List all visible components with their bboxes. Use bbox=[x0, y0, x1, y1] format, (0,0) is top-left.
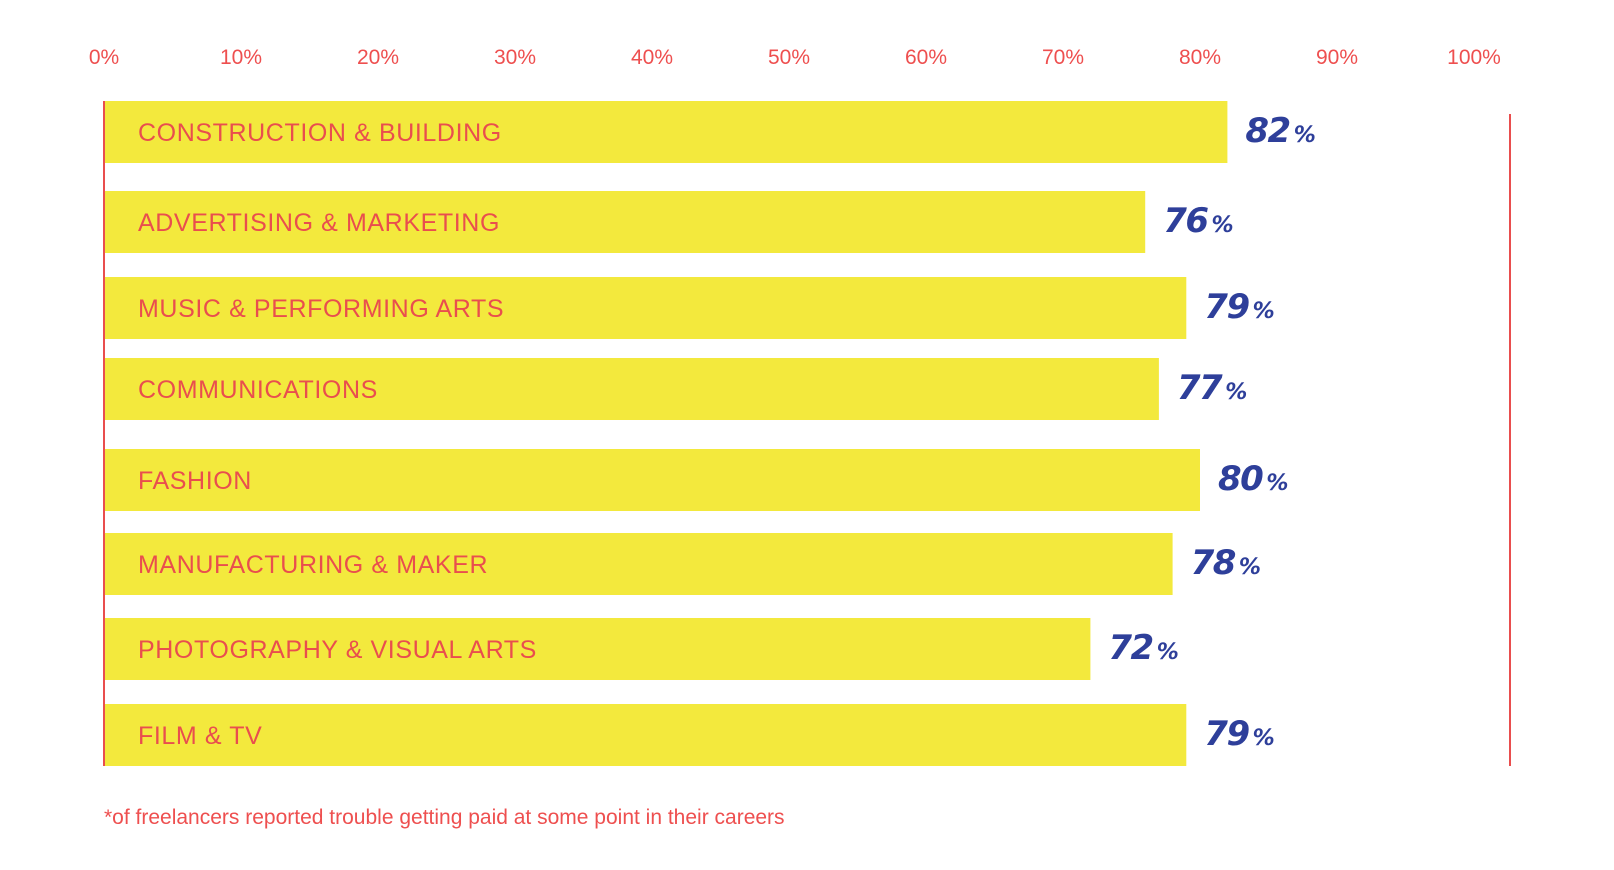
bar bbox=[104, 358, 1159, 420]
x-tick-label: 0% bbox=[89, 46, 119, 69]
category-label: FASHION bbox=[138, 467, 252, 495]
value-label: 82% bbox=[1245, 111, 1314, 151]
x-tick-label: 20% bbox=[357, 46, 399, 69]
value-label: 76% bbox=[1163, 201, 1232, 241]
bar bbox=[104, 449, 1200, 511]
category-label: CONSTRUCTION & BUILDING bbox=[138, 119, 502, 147]
category-label: ADVERTISING & MARKETING bbox=[138, 209, 500, 237]
x-tick-label: 100% bbox=[1447, 46, 1501, 69]
category-label: PHOTOGRAPHY & VISUAL ARTS bbox=[138, 636, 537, 664]
x-tick-label: 80% bbox=[1179, 46, 1221, 69]
value-label: 80% bbox=[1218, 459, 1287, 499]
value-label: 79% bbox=[1204, 714, 1273, 754]
value-label: 77% bbox=[1177, 368, 1246, 408]
bar bbox=[104, 277, 1187, 339]
value-label: 72% bbox=[1108, 628, 1177, 668]
bars: CONSTRUCTION & BUILDING 82 % ADVERTISING & … bbox=[104, 101, 1316, 766]
bar bbox=[104, 618, 1091, 680]
x-tick-label: 40% bbox=[631, 46, 673, 69]
x-tick-label: 30% bbox=[494, 46, 536, 69]
bar bbox=[104, 101, 1228, 163]
category-label: FILM & TV bbox=[138, 722, 262, 750]
footnote: *of freelancers reported trouble getting… bbox=[104, 806, 785, 829]
x-tick-label: 70% bbox=[1042, 46, 1084, 69]
x-tick-label: 90% bbox=[1316, 46, 1358, 69]
value-label: 78% bbox=[1191, 543, 1260, 583]
category-label: MANUFACTURING & MAKER bbox=[138, 551, 488, 579]
value-label: 79% bbox=[1204, 287, 1273, 327]
bar bbox=[104, 704, 1187, 766]
x-tick-label: 60% bbox=[905, 46, 947, 69]
category-label: COMMUNICATIONS bbox=[138, 376, 378, 404]
x-axis-ticks: 0% 10% 20% 30% 40% 50% 60% 70% 80% 90% 100% bbox=[89, 46, 1501, 69]
category-label: MUSIC & PERFORMING ARTS bbox=[138, 295, 504, 323]
x-tick-label: 10% bbox=[220, 46, 262, 69]
bar bbox=[104, 533, 1173, 595]
bar bbox=[104, 191, 1146, 253]
x-tick-label: 50% bbox=[768, 46, 810, 69]
